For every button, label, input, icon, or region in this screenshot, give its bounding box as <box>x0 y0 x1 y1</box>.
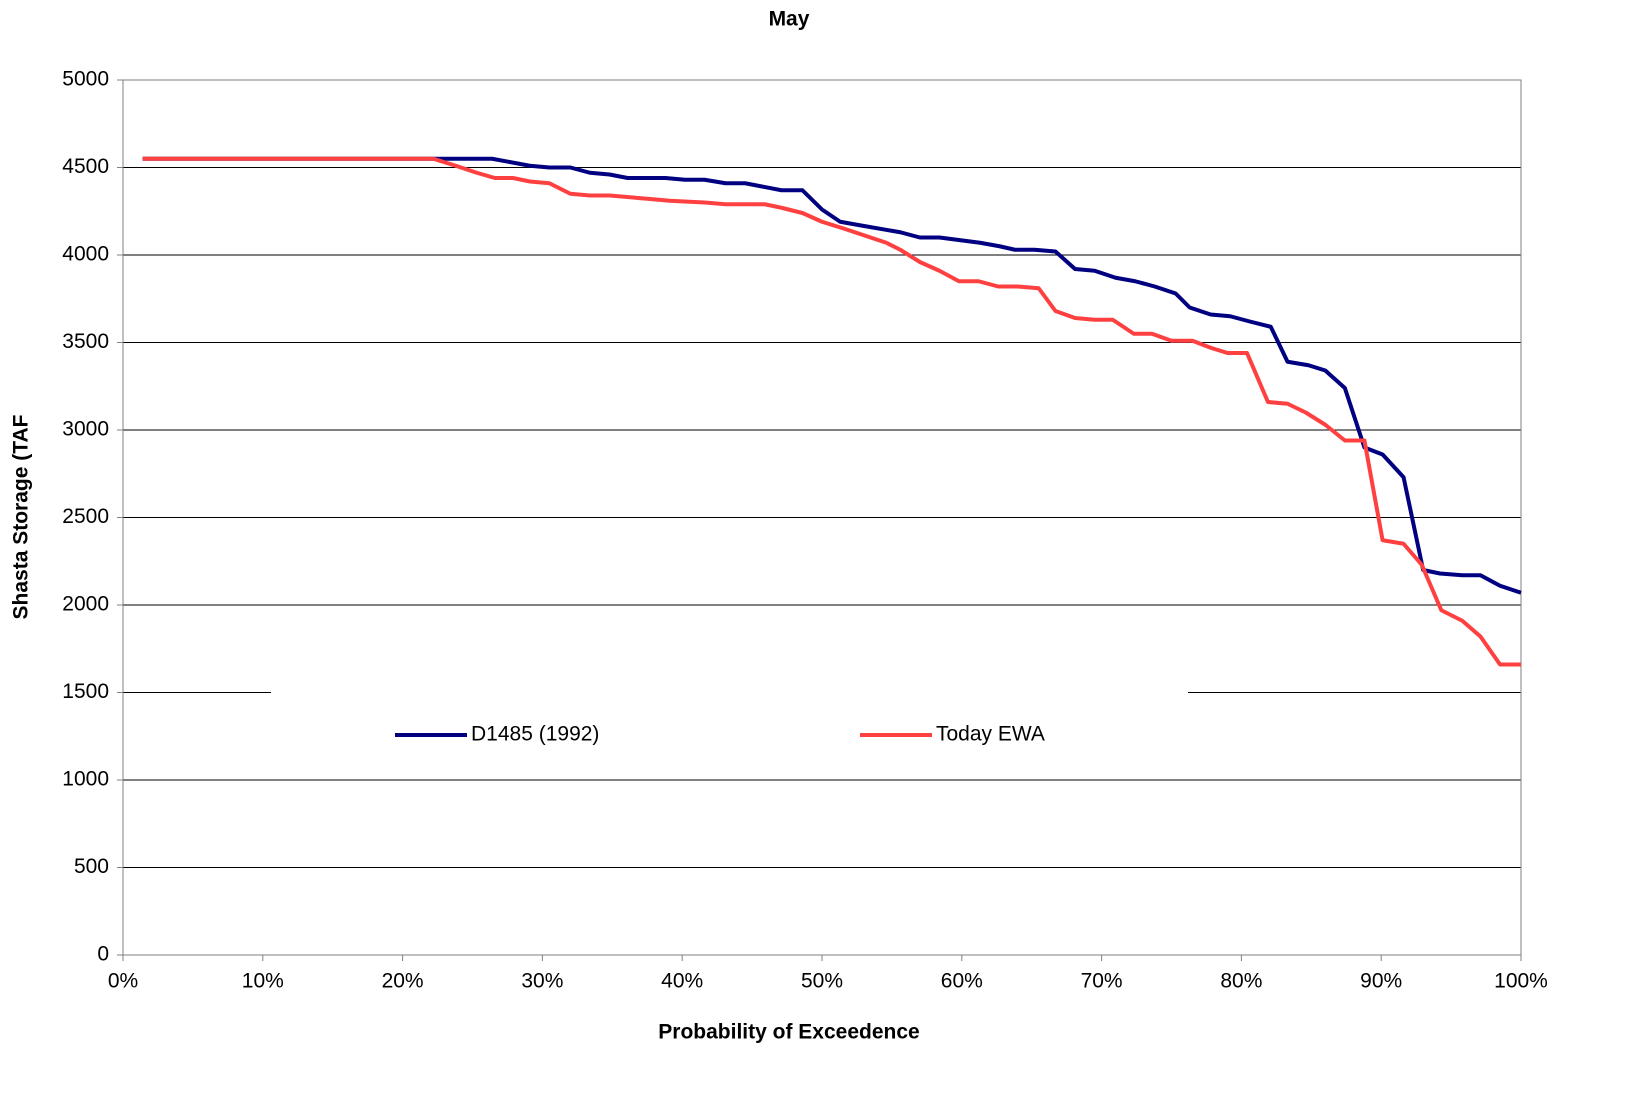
x-tick-label: 30% <box>521 970 563 993</box>
y-tick-label: 4500 <box>62 155 109 178</box>
x-axis-label: Probability of Exceedence <box>658 1021 919 1044</box>
x-tick-label: 40% <box>661 970 703 993</box>
x-tick-label: 70% <box>1081 970 1123 993</box>
line-series <box>142 156 1521 667</box>
x-tick-label: 20% <box>382 970 424 993</box>
y-tick-label: 1500 <box>62 680 109 703</box>
x-tick-label: 80% <box>1220 970 1262 993</box>
legend-label: D1485 (1992) <box>471 723 599 746</box>
x-tick-label: 0% <box>108 970 138 993</box>
x-tick-label: 50% <box>801 970 843 993</box>
y-tick-label: 3000 <box>62 418 109 441</box>
x-tick-label: 100% <box>1494 970 1548 993</box>
y-tick-label: 0 <box>97 943 109 966</box>
y-tick-label: 2000 <box>62 593 109 616</box>
x-tick-label: 10% <box>242 970 284 993</box>
chart-title: May <box>769 8 810 31</box>
y-tick-label: 5000 <box>62 68 109 91</box>
y-axis-label: Shasta Storage (TAF <box>10 414 33 619</box>
y-tick-label: 1000 <box>62 768 109 791</box>
plot-border <box>122 79 1522 956</box>
y-tick-label: 3500 <box>62 330 109 353</box>
y-tick-label: 4000 <box>62 243 109 266</box>
x-tick-label: 60% <box>941 970 983 993</box>
y-tick-label: 2500 <box>62 505 109 528</box>
y-tick-label: 500 <box>74 855 109 878</box>
legend-label: Today EWA <box>936 723 1045 746</box>
x-tick-label: 90% <box>1360 970 1402 993</box>
line-series <box>142 156 1522 595</box>
